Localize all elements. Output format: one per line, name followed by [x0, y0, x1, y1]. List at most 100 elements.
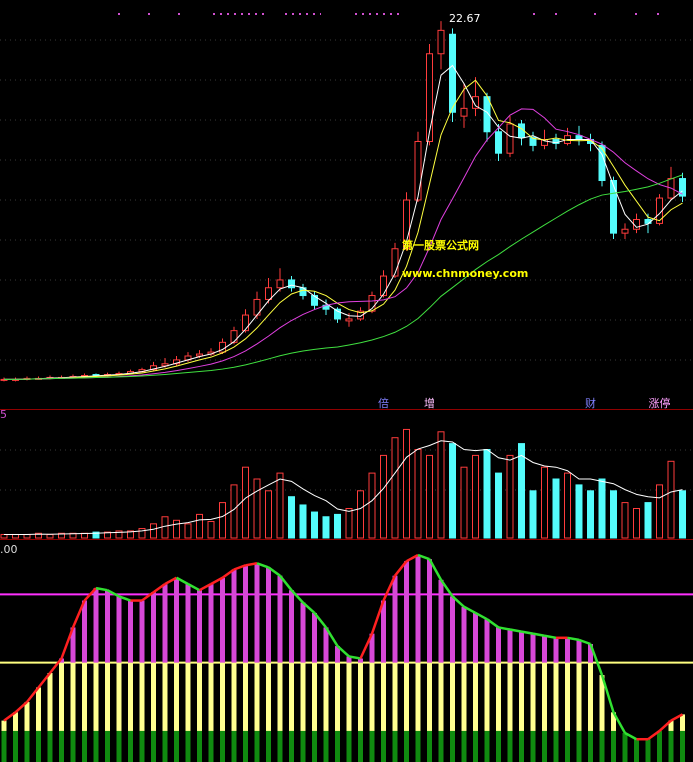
volume-bar [564, 472, 571, 539]
volume-bar [679, 490, 686, 539]
indicator-line [382, 575, 397, 602]
indicator-bar [36, 730, 41, 762]
indicator-bar [208, 662, 214, 731]
indicator-bar [289, 590, 294, 663]
volume-bar [58, 532, 65, 539]
volume-bar [460, 466, 468, 539]
indicator-bar [13, 712, 18, 731]
indicator-bar [289, 662, 294, 731]
indicator-line [589, 643, 604, 676]
candle-body [621, 228, 629, 234]
indicator-bar [220, 577, 225, 663]
indicator-bar [116, 662, 122, 731]
candle-body [345, 318, 353, 322]
grid [0, 39, 693, 491]
indicator-bar [519, 631, 524, 663]
indicator-bar [82, 662, 87, 731]
indicator-bar [1, 720, 7, 731]
volume-bar [184, 523, 192, 539]
candle-body [437, 29, 445, 55]
indicator-bar [346, 656, 352, 663]
indicator-bar [197, 730, 202, 762]
indicator-line [60, 627, 75, 659]
indicator-line [37, 672, 51, 689]
indicator-bar [300, 730, 306, 762]
indicator-line [370, 600, 385, 635]
volume-bar [357, 490, 364, 539]
indicator-bar [139, 662, 145, 731]
volume-bar [150, 523, 157, 539]
indicator-line [498, 626, 511, 631]
candle-body [426, 53, 433, 142]
volume-bar [35, 532, 42, 539]
indicator-bar [484, 730, 490, 762]
indicator-line [359, 633, 374, 660]
indicator-bar [128, 730, 133, 762]
indicator-bar [59, 662, 64, 731]
volume-bar [541, 466, 548, 539]
indicator-line [302, 601, 316, 614]
indicator-bar [415, 730, 421, 762]
volume-bar [368, 472, 376, 539]
volume-bar [288, 496, 295, 539]
indicator-bar [220, 662, 225, 731]
indicator-bar [70, 730, 76, 762]
indicator-line [670, 713, 684, 722]
indicator-bar [645, 739, 651, 762]
indicator-bar [542, 662, 547, 731]
indicator-bar [254, 662, 260, 731]
indicator-line [152, 582, 166, 594]
event-marker: 倍 [378, 396, 389, 410]
indicator-bar [335, 646, 340, 663]
volume-bar [403, 428, 410, 539]
indicator-line [14, 701, 28, 714]
volume-bar [322, 516, 330, 539]
indicator-bar [93, 662, 99, 731]
indicator-line [658, 719, 672, 732]
indicator-line [233, 564, 246, 571]
indicator-bar [13, 730, 18, 762]
candle-body [357, 310, 364, 320]
candle-body [449, 33, 456, 113]
indicator-bar [519, 730, 524, 762]
indicator-bar [323, 627, 329, 663]
indicator-bar [576, 662, 582, 731]
indicator-line [245, 562, 258, 567]
indicator-line [486, 618, 500, 629]
volume-bar [575, 484, 583, 539]
moving-average [4, 440, 683, 535]
indicator-bar [277, 730, 283, 762]
candle-body [380, 275, 387, 297]
indicator-bar [254, 730, 260, 762]
indicator-bar [300, 662, 306, 731]
indicator-bar [36, 687, 41, 731]
indicator-line [578, 638, 591, 646]
moving-average [4, 64, 683, 380]
indicator-bar [404, 730, 409, 762]
indicator-line [118, 595, 131, 602]
indicator-bar [496, 730, 501, 762]
candle-body [414, 141, 422, 201]
indicator-bar [220, 730, 225, 762]
indicator-bar [208, 730, 214, 762]
event-marker: 财 [585, 396, 596, 410]
indicator-bar [24, 730, 30, 762]
candle-body [311, 295, 318, 306]
indicator-bar [427, 662, 432, 731]
indicator-bar [300, 602, 306, 663]
pane-label: 5 [0, 408, 7, 421]
volume-bar [196, 513, 203, 539]
volume-bar [380, 454, 387, 539]
indicator-line [324, 626, 339, 647]
indicator-bar [59, 730, 64, 762]
indicator-bar [530, 730, 536, 762]
indicator-bar [266, 662, 271, 731]
indicator-bar [519, 662, 524, 731]
indicator-bar [70, 662, 76, 731]
indicator-bar [335, 730, 340, 762]
indicator-line [336, 645, 350, 658]
indicator-line [405, 553, 419, 563]
indicator-line [210, 576, 224, 586]
indicator-bar [438, 662, 444, 731]
moving-average [4, 79, 683, 380]
